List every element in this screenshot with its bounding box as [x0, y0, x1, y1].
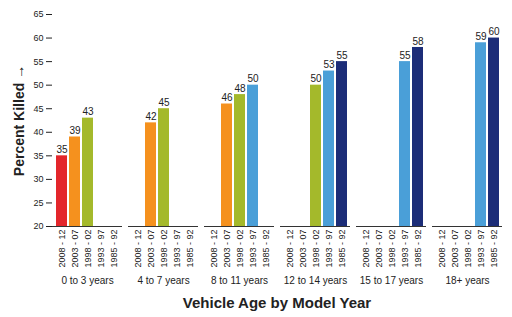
- svg-text:53: 53: [323, 59, 335, 70]
- svg-text:60: 60: [488, 26, 500, 37]
- svg-text:2008 - 12: 2008 - 12: [209, 230, 219, 268]
- svg-text:15 to 17 years: 15 to 17 years: [360, 275, 423, 286]
- svg-text:1993 - 97: 1993 - 97: [248, 230, 258, 268]
- svg-text:1998 - 02: 1998 - 02: [235, 230, 245, 268]
- svg-text:1998 - 02: 1998 - 02: [83, 230, 93, 268]
- svg-text:45: 45: [158, 97, 170, 108]
- svg-text:1993 - 97: 1993 - 97: [400, 230, 410, 268]
- svg-text:2008 - 12: 2008 - 12: [285, 230, 295, 268]
- svg-text:43: 43: [82, 106, 94, 117]
- svg-text:1998 - 02: 1998 - 02: [311, 230, 321, 268]
- svg-text:50: 50: [33, 80, 43, 90]
- svg-text:58: 58: [412, 36, 424, 47]
- svg-text:1998 - 02: 1998 - 02: [159, 230, 169, 268]
- svg-text:25: 25: [33, 198, 43, 208]
- svg-text:4 to 7 years: 4 to 7 years: [137, 275, 189, 286]
- svg-text:35: 35: [56, 144, 68, 155]
- svg-text:1993 - 97: 1993 - 97: [96, 230, 106, 268]
- svg-text:2003 - 07: 2003 - 07: [70, 230, 80, 268]
- svg-text:2008 - 12: 2008 - 12: [437, 230, 447, 268]
- svg-text:1985 - 92: 1985 - 92: [489, 230, 499, 268]
- svg-text:2003 - 07: 2003 - 07: [298, 230, 308, 268]
- svg-text:1985 - 92: 1985 - 92: [337, 230, 347, 268]
- svg-text:55: 55: [336, 50, 348, 61]
- svg-text:55: 55: [399, 50, 411, 61]
- svg-text:50: 50: [310, 73, 322, 84]
- svg-text:Percent Killed →: Percent Killed →: [11, 65, 27, 176]
- svg-text:18+ years: 18+ years: [445, 275, 489, 286]
- svg-text:2003 - 07: 2003 - 07: [146, 230, 156, 268]
- svg-text:1993 - 97: 1993 - 97: [324, 230, 334, 268]
- svg-text:1998 - 02: 1998 - 02: [463, 230, 473, 268]
- svg-text:2008 - 12: 2008 - 12: [361, 230, 371, 268]
- svg-text:2003 - 07: 2003 - 07: [450, 230, 460, 268]
- svg-text:1985 - 92: 1985 - 92: [261, 230, 271, 268]
- html-text:Vehicle Age by Model Year: Vehicle Age by Model Year: [182, 294, 372, 311]
- svg-text:20: 20: [33, 221, 43, 231]
- svg-text:0 to 3 years: 0 to 3 years: [61, 275, 113, 286]
- svg-text:2003 - 07: 2003 - 07: [374, 230, 384, 268]
- svg-text:35: 35: [33, 151, 43, 161]
- svg-text:59: 59: [475, 31, 487, 42]
- svg-text:1998 - 02: 1998 - 02: [387, 230, 397, 268]
- svg-text:12 to 14 years: 12 to 14 years: [284, 275, 347, 286]
- svg-text:2008 - 12: 2008 - 12: [133, 230, 143, 268]
- svg-text:50: 50: [247, 73, 259, 84]
- svg-text:1993 - 97: 1993 - 97: [172, 230, 182, 268]
- svg-text:2003 - 07: 2003 - 07: [222, 230, 232, 268]
- svg-text:30: 30: [33, 174, 43, 184]
- svg-text:65: 65: [33, 9, 43, 19]
- svg-text:45: 45: [33, 104, 43, 114]
- svg-text:8 to 11 years: 8 to 11 years: [211, 275, 268, 286]
- svg-text:46: 46: [221, 92, 233, 103]
- svg-text:48: 48: [234, 83, 246, 94]
- svg-text:1985 - 92: 1985 - 92: [185, 230, 195, 268]
- svg-text:1985 - 92: 1985 - 92: [109, 230, 119, 268]
- svg-text:42: 42: [145, 111, 157, 122]
- svg-text:40: 40: [33, 127, 43, 137]
- svg-text:39: 39: [69, 125, 81, 136]
- svg-text:1985 - 92: 1985 - 92: [413, 230, 423, 268]
- svg-text:60: 60: [33, 33, 43, 43]
- svg-text:2008 - 12: 2008 - 12: [57, 230, 67, 268]
- svg-text:55: 55: [33, 56, 43, 66]
- svg-text:1993 - 97: 1993 - 97: [476, 230, 486, 268]
